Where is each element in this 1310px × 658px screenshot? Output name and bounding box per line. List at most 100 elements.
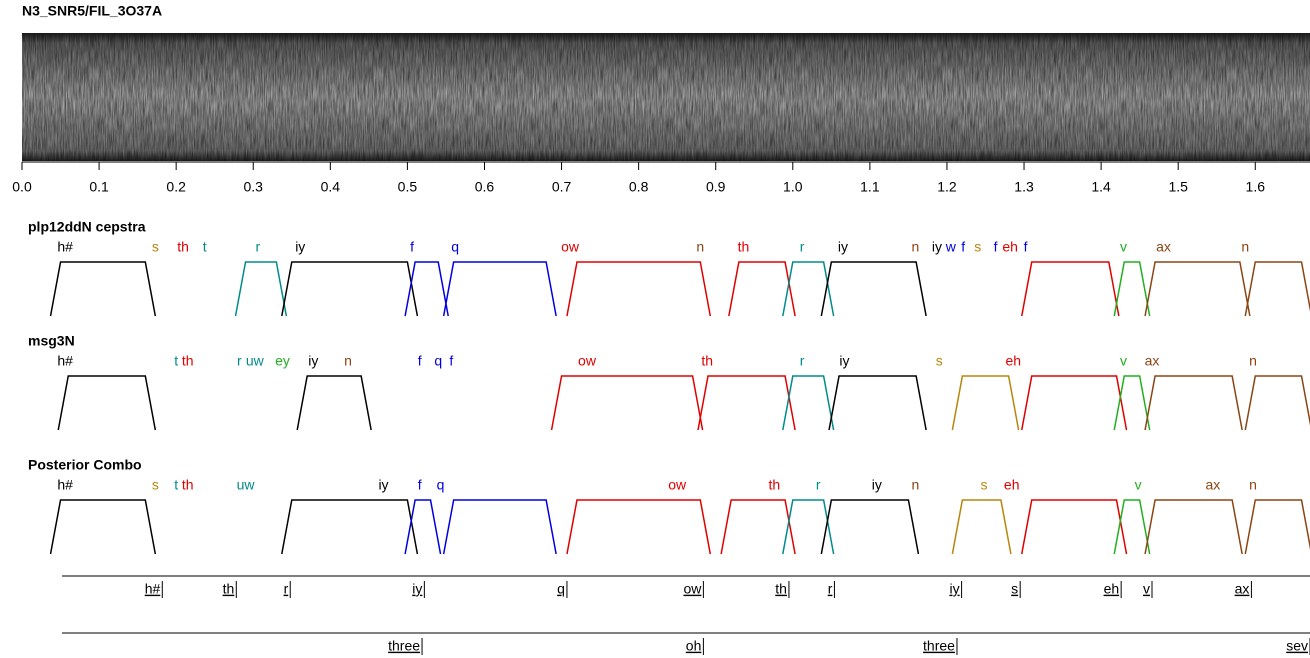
file-title: N3_SNR5/FIL_3O37A [22, 3, 162, 19]
posterior-curve [1144, 499, 1243, 555]
phone-label: th [182, 353, 194, 369]
phone-label: n [1241, 239, 1249, 255]
phone-label: q [437, 477, 445, 493]
phone-label: v [1120, 239, 1127, 255]
tier-label: h# [145, 581, 161, 597]
tier-label: th [223, 581, 235, 597]
phone-label: uw [246, 353, 265, 369]
phone-label: s [152, 477, 159, 493]
posterior-curve [1021, 261, 1120, 317]
posterior-curve [1113, 375, 1151, 431]
phone-label: s [936, 353, 943, 369]
phone-label: th [182, 477, 194, 493]
phone-label: n [911, 477, 919, 493]
tier-label: oh [686, 638, 702, 654]
phone-label: v [1135, 477, 1142, 493]
posterior-curve [442, 261, 557, 317]
posterior-curve [49, 261, 157, 317]
phone-label: ow [668, 477, 687, 493]
posterior-curve [49, 499, 157, 555]
phone-label: t [174, 477, 178, 493]
tier-label: three [923, 638, 955, 654]
phone-label: n [911, 239, 919, 255]
phone-label: ax [1156, 239, 1171, 255]
posterior-curve [1021, 375, 1128, 431]
posterior-curve [296, 375, 372, 431]
posterior-curve [951, 499, 1012, 555]
tier-label: s [1011, 581, 1018, 597]
phone-label: n [1249, 477, 1257, 493]
phone-label: iy [932, 239, 942, 255]
posterior-curve [404, 499, 442, 555]
tier-label: r [828, 581, 833, 597]
tier-label: three [388, 638, 420, 654]
posterior-curve [728, 261, 796, 317]
x-tick-label: 0.1 [89, 179, 109, 195]
phone-label: h# [57, 353, 73, 369]
posterior-curve [1144, 261, 1251, 317]
phone-label: eh [1004, 477, 1020, 493]
posterior-curve [1244, 499, 1310, 555]
phone-label: q [451, 239, 459, 255]
posterior-curve [1113, 261, 1151, 317]
phone-label: iy [839, 353, 849, 369]
posterior-curve [566, 261, 712, 317]
x-tick-label: 0.7 [552, 179, 572, 195]
posterior-curve [951, 375, 1020, 431]
x-tick-label: 0.3 [244, 179, 264, 195]
x-tick-label: 1.0 [783, 179, 803, 195]
x-tick-label: 1.5 [1168, 179, 1188, 195]
posterior-curve [281, 261, 419, 317]
phone-label: r [816, 477, 821, 493]
posterior-curve [442, 499, 557, 555]
posterior-curve [281, 499, 419, 555]
x-tick-label: 0.2 [166, 179, 186, 195]
phone-label: f [418, 477, 422, 493]
phone-label: th [738, 239, 750, 255]
panel-title: msg3N [28, 333, 75, 349]
tier-label: sev [1286, 638, 1308, 654]
posterior-curve [820, 261, 927, 317]
phone-label: r [256, 239, 261, 255]
phone-label: r [237, 353, 242, 369]
phone-label: th [177, 239, 189, 255]
phone-label: q [434, 353, 442, 369]
phone-label: t [203, 239, 207, 255]
tier-label: ow [683, 581, 702, 597]
tier-label: iy [412, 581, 422, 597]
phone-label: r [800, 353, 805, 369]
phone-label: ax [1205, 477, 1220, 493]
phone-label: s [974, 239, 981, 255]
tier-label: r [284, 581, 289, 597]
phone-label: f [418, 353, 422, 369]
phone-label: f [961, 239, 965, 255]
phone-label: h# [57, 477, 73, 493]
posterior-curve [828, 375, 927, 431]
posterior-curve [782, 499, 835, 555]
phone-label: s [980, 477, 987, 493]
phone-label: th [768, 477, 780, 493]
phone-label: eh [1002, 239, 1018, 255]
phone-label: iy [378, 477, 388, 493]
phone-label: ax [1145, 353, 1160, 369]
tier-label: eh [1104, 581, 1120, 597]
phone-label: iy [308, 353, 318, 369]
tier-label: ax [1235, 581, 1250, 597]
posterior-curve [57, 375, 157, 431]
phone-label: uw [237, 477, 256, 493]
phone-label: n [1249, 353, 1257, 369]
phone-label: r [800, 239, 805, 255]
posterior-curve [1244, 375, 1310, 431]
posterior-curve [720, 499, 796, 555]
posterior-curve [820, 499, 920, 555]
phone-label: ow [578, 353, 597, 369]
phone-label: ey [275, 353, 290, 369]
phone-label: eh [1005, 353, 1021, 369]
phone-label: w [945, 239, 957, 255]
panel-title: Posterior Combo [28, 457, 142, 473]
phone-label: f [1024, 239, 1028, 255]
x-tick-label: 0.9 [706, 179, 726, 195]
phone-label: iy [872, 477, 882, 493]
posterior-curve [782, 261, 835, 317]
x-tick-label: 1.1 [860, 179, 880, 195]
